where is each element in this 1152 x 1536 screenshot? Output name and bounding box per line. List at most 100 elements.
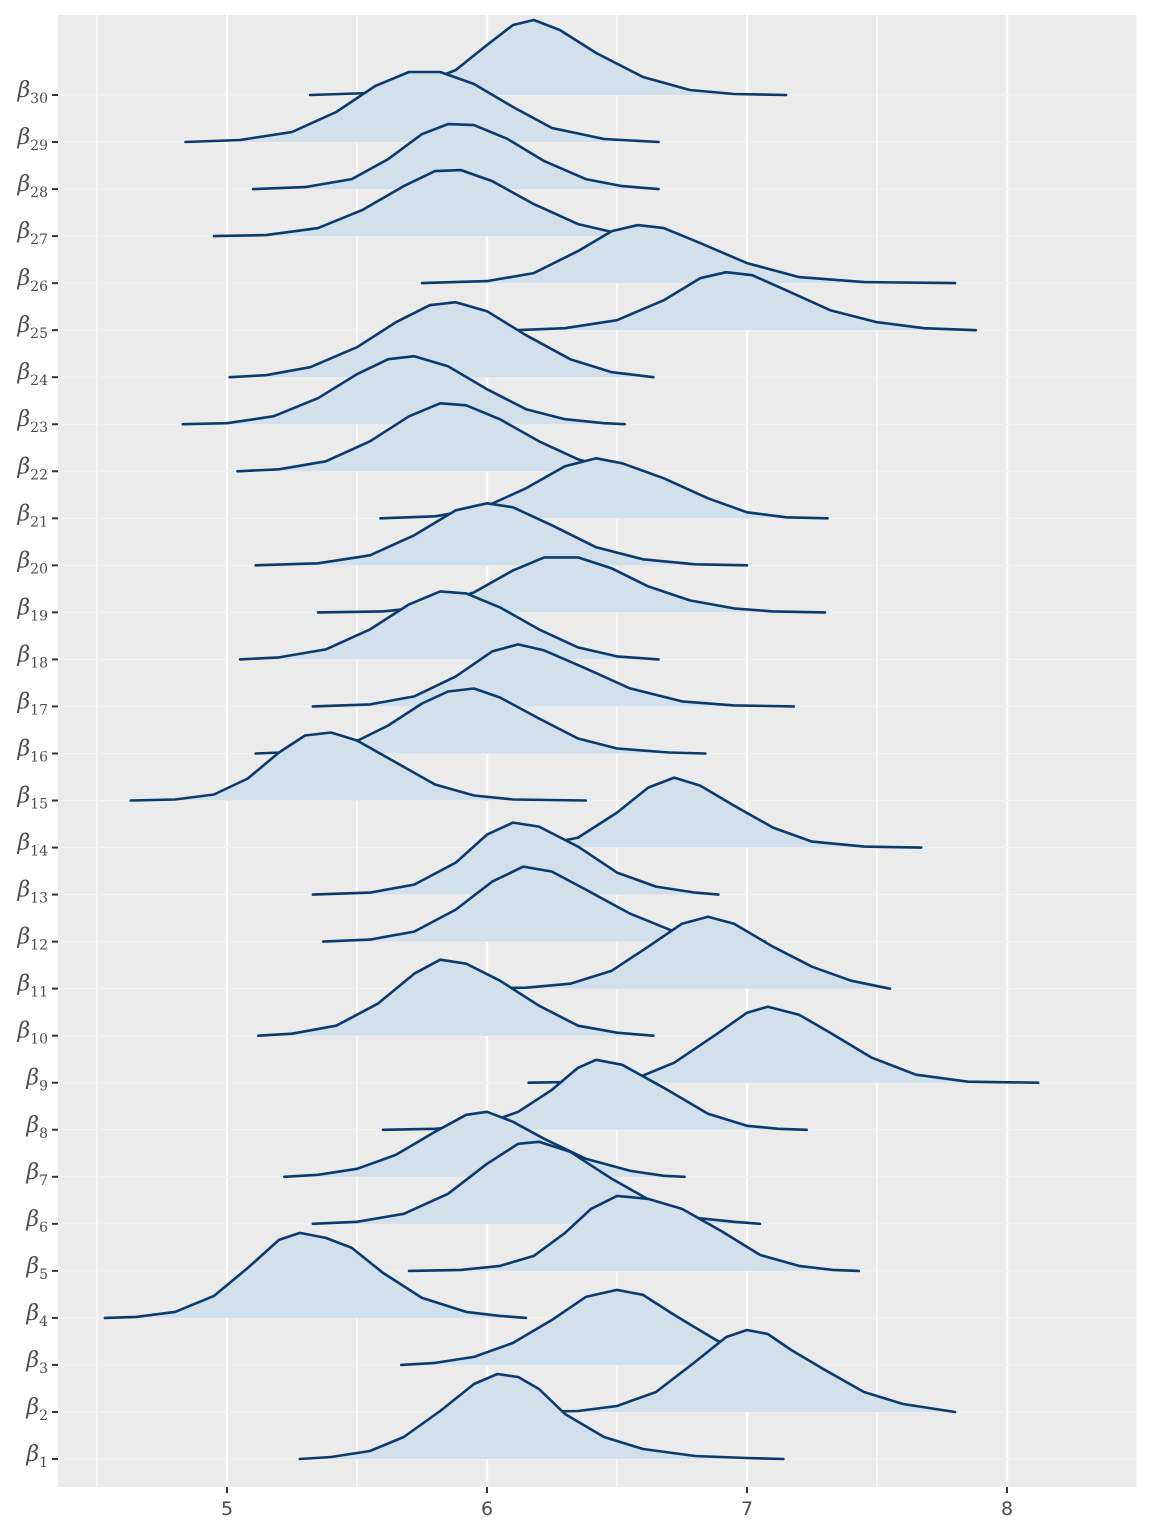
- y-tick-label: β28: [16, 172, 48, 201]
- ridge-β2: [519, 1328, 957, 1414]
- ridge-fill: [185, 72, 659, 143]
- y-axis: β1 β2 β3 β4 β5 β6 β7 β8 β9 β10 β11 β12 β13 β14 β15 β16 β…: [16, 78, 58, 1471]
- y-tick-label: β1: [25, 1442, 48, 1471]
- ridge-line: [103, 1231, 528, 1320]
- y-tick-label: β20: [16, 548, 48, 577]
- ridge-line: [282, 1110, 686, 1179]
- ridge-line: [184, 70, 660, 144]
- y-tick-label: β16: [16, 736, 48, 765]
- x-tick-label: 5: [221, 1498, 233, 1520]
- y-tick-label: β2: [25, 1395, 48, 1424]
- x-axis: 5 6 7 8: [221, 1487, 1013, 1520]
- y-tick-label: β6: [25, 1207, 48, 1236]
- ridge-β20: [254, 502, 749, 567]
- ridge-fill: [310, 20, 786, 95]
- ridge-line: [298, 1372, 785, 1461]
- ridge-β24: [228, 300, 655, 379]
- ridge-fill: [383, 1059, 807, 1130]
- ridge-β11: [459, 915, 892, 990]
- x-tick-label: 6: [481, 1498, 493, 1520]
- ridge-fill: [380, 458, 828, 519]
- ridge-fill: [253, 124, 659, 190]
- ridge-β13: [311, 821, 720, 896]
- y-tick-label: β25: [16, 313, 48, 342]
- ridge-fill: [409, 1195, 859, 1271]
- ridge-fill: [255, 503, 747, 566]
- ridge-fill: [318, 557, 825, 613]
- y-tick-label: β29: [16, 125, 48, 154]
- ridge-fill: [255, 688, 706, 754]
- ridge-β29: [184, 70, 660, 144]
- ridge-fill: [528, 1006, 1039, 1083]
- y-tick-label: β15: [16, 784, 48, 813]
- ridge-fill: [104, 1232, 527, 1318]
- ridge-fill: [312, 644, 794, 707]
- y-tick-label: β7: [25, 1160, 48, 1189]
- ridge-fill: [182, 356, 625, 425]
- ridge-fill: [500, 777, 922, 848]
- ridge-fill: [229, 302, 654, 378]
- ridge-line: [129, 731, 588, 802]
- ridge-β1: [298, 1372, 785, 1461]
- ridge-β27: [212, 168, 668, 238]
- ridge-line: [311, 643, 796, 708]
- ridge-line: [181, 354, 627, 426]
- x-tick-label: 8: [1001, 1498, 1013, 1520]
- ridge-β15: [129, 731, 588, 802]
- y-tick-label: β10: [16, 1019, 48, 1048]
- ridge-β23: [181, 354, 627, 426]
- y-tick-label: β4: [25, 1301, 48, 1330]
- ridge-fill: [422, 225, 955, 284]
- ridge-line: [212, 168, 668, 238]
- y-tick-label: β22: [16, 454, 48, 483]
- y-tick-label: β21: [16, 501, 48, 530]
- y-tick-label: β19: [16, 595, 48, 624]
- ridge-line: [514, 270, 978, 332]
- ridge-line: [256, 958, 655, 1037]
- ridge-line: [498, 776, 923, 849]
- y-tick-label: β13: [16, 878, 48, 907]
- y-tick-label: β5: [25, 1254, 48, 1283]
- ridge-line: [251, 122, 660, 191]
- y-tick-label: β26: [16, 266, 48, 295]
- ridge-fill: [258, 959, 654, 1036]
- ridge-β28: [251, 122, 660, 191]
- ridge-line: [228, 300, 655, 379]
- y-tick-label: β24: [16, 360, 48, 389]
- ridge-fill: [240, 591, 659, 660]
- y-tick-label: β11: [16, 972, 48, 1001]
- ridge-fill: [237, 403, 628, 472]
- ridge-fill: [299, 1374, 784, 1459]
- ridge-β10: [256, 958, 655, 1037]
- ridge-line: [254, 502, 749, 567]
- ridge-line: [420, 223, 957, 285]
- density-ridges: [103, 18, 1040, 1461]
- ridge-line: [311, 821, 720, 896]
- ridge-line: [519, 1328, 957, 1414]
- y-tick-label: β3: [25, 1348, 48, 1377]
- ridge-β25: [514, 270, 978, 332]
- ridge-line: [407, 1194, 861, 1273]
- ridge-fill: [401, 1289, 810, 1365]
- ridge-fill: [461, 916, 890, 989]
- ridge-β5: [407, 1194, 861, 1273]
- ridge-β17: [311, 643, 796, 708]
- ridge-fill: [130, 732, 586, 801]
- y-tick-label: β23: [16, 407, 48, 436]
- y-tick-label: β9: [25, 1066, 48, 1095]
- ridge-β26: [420, 223, 957, 285]
- y-tick-label: β17: [16, 689, 48, 718]
- y-tick-label: β27: [16, 219, 48, 248]
- ridge-fill: [520, 1330, 955, 1412]
- ridge-β4: [103, 1231, 528, 1320]
- ridge-fill: [323, 866, 766, 942]
- ridge-line: [459, 915, 892, 990]
- ridge-fill: [312, 822, 719, 895]
- y-tick-label: β30: [16, 78, 48, 107]
- ridge-β18: [238, 590, 660, 661]
- y-tick-label: β8: [25, 1113, 48, 1142]
- ridge-β14: [498, 776, 923, 849]
- y-tick-label: β14: [16, 831, 48, 860]
- ridge-line: [238, 590, 660, 661]
